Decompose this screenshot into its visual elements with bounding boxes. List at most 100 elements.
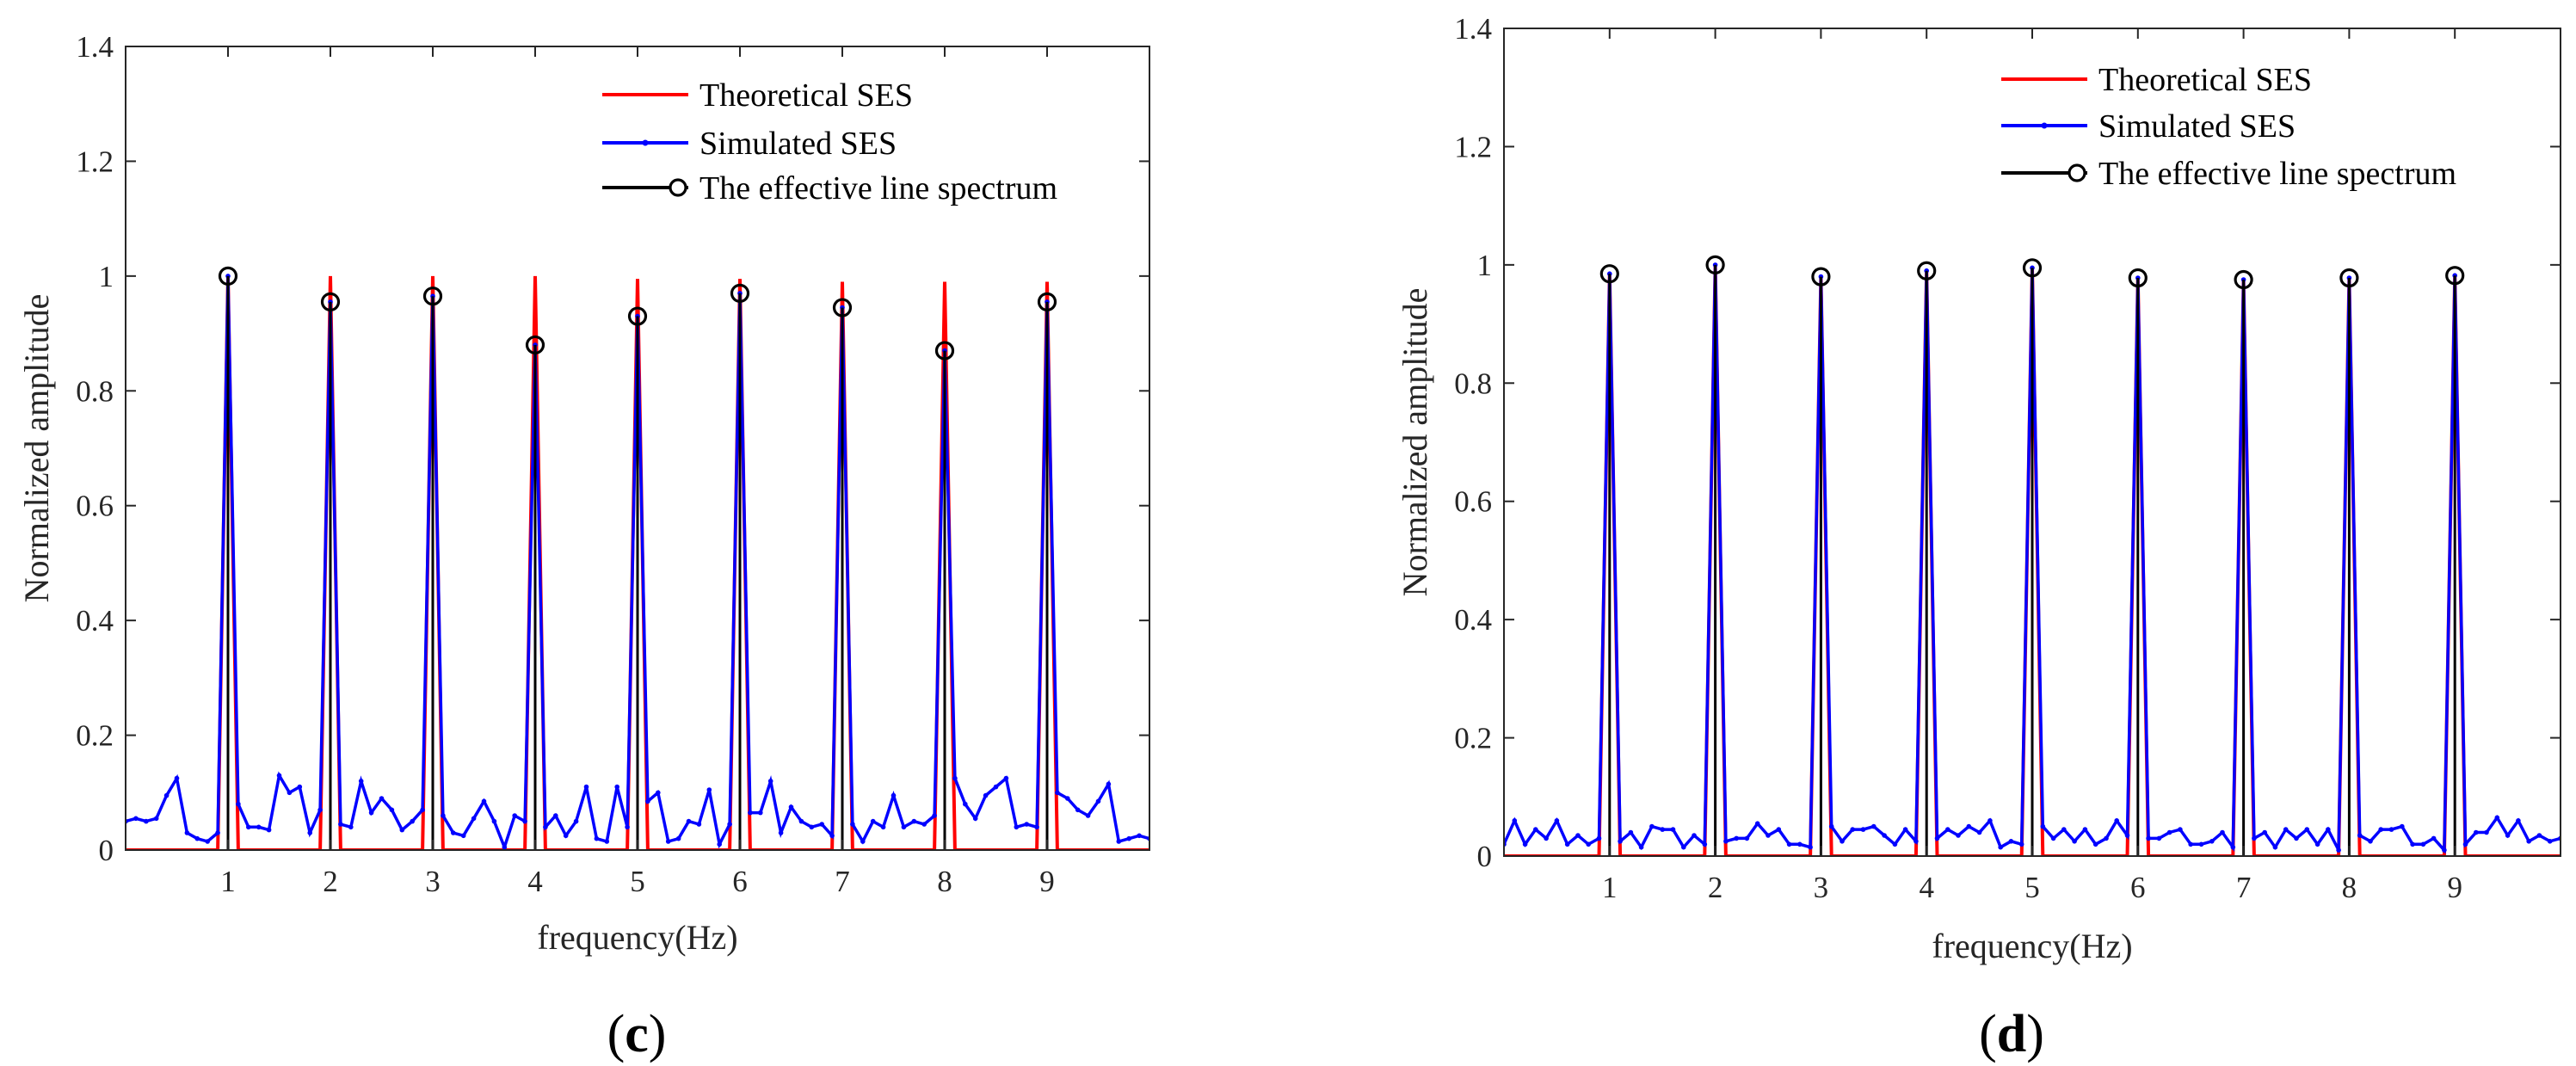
panel-d-simulated-ses-point bbox=[2092, 841, 2098, 847]
panel-d-stem-marker-6 bbox=[2128, 268, 2148, 288]
panel-c-simulated-ses-point bbox=[1106, 781, 1112, 787]
panel-c-simulated-ses-point bbox=[1137, 833, 1142, 839]
panel-c-simulated-ses-point bbox=[307, 830, 313, 835]
panel-d-simulated-ses-point bbox=[2166, 829, 2172, 835]
panel-c-simulated-ses-point bbox=[236, 801, 241, 807]
panel-d-simulated-ses-point bbox=[1586, 841, 1591, 847]
panel-d-simulated-ses-point bbox=[1797, 841, 1803, 847]
panel-d-simulated-ses-point bbox=[2378, 827, 2383, 832]
panel-c-simulated-ses-point bbox=[819, 822, 824, 827]
panel-c-stem-marker-7 bbox=[832, 298, 853, 317]
panel-c-simulated-ses-point bbox=[144, 818, 149, 824]
panel-d-simulated-ses-point bbox=[1649, 823, 1655, 829]
panel-d-simulated-ses-point bbox=[1638, 844, 1644, 850]
panel-c-legend-label-3: The effective line spectrum bbox=[699, 170, 1057, 206]
panel-c-simulated-ses-point bbox=[675, 835, 681, 841]
panel-c-simulated-ses-point bbox=[583, 784, 589, 790]
panel-d-simulated-ses-point bbox=[1808, 844, 1813, 850]
panel-d-simulated-ses-point bbox=[2008, 839, 2014, 844]
panel-c-y-tick-label: 0.2 bbox=[76, 719, 114, 753]
panel-c-simulated-ses-point bbox=[880, 824, 886, 830]
panel-d-simulated-ses-point bbox=[1702, 841, 1708, 847]
panel-c-simulated-ses-point bbox=[972, 816, 978, 822]
panel-c-simulated-ses-point bbox=[604, 839, 610, 844]
panel-d-simulated-ses-point bbox=[2326, 827, 2331, 832]
panel-d-simulated-ses-point bbox=[1966, 823, 1972, 829]
panel-d-simulated-ses-point bbox=[1956, 833, 1961, 838]
panel-c-simulated-ses-point bbox=[983, 792, 989, 798]
panel-c-stem-marker-5 bbox=[627, 306, 648, 326]
panel-d-simulated-ses-point bbox=[2462, 841, 2468, 847]
panel-c-simulated-ses-point bbox=[153, 816, 159, 822]
panel-c-simulated-ses-point bbox=[184, 830, 190, 835]
panel-c-simulated-ses-point bbox=[317, 807, 323, 813]
panel-d-simulated-ses-point bbox=[1934, 835, 1940, 841]
panel-d-stem-marker-1 bbox=[1599, 264, 1619, 284]
panel-d-simulated-ses-point bbox=[2400, 823, 2405, 829]
panel-d-simulated-ses-point bbox=[2536, 833, 2542, 838]
panel-d-stem-marker-2 bbox=[1705, 255, 1725, 274]
panel-d-simulated-ses-point bbox=[2220, 829, 2225, 835]
panel-d-simulated-ses-point bbox=[2072, 839, 2077, 844]
panel-c-series-simulated-ses bbox=[126, 274, 1149, 850]
panel-d-y-tick-label: 1.4 bbox=[1454, 12, 1492, 46]
panel-d-simulated-ses-point bbox=[1998, 844, 2003, 850]
panel-c-simulated-ses-point bbox=[256, 824, 262, 830]
panel-c-y-axis-label: Normalized amplitude bbox=[17, 294, 56, 603]
panel-d-simulated-ses-point bbox=[2018, 841, 2024, 847]
panel-c-simulated-ses-point bbox=[287, 790, 293, 796]
panel-c-simulated-ses-point bbox=[163, 792, 169, 798]
panel-d-simulated-ses-point bbox=[1744, 835, 1750, 841]
panel-d: 0 0.2 0.4 0.6 0.8 1 1.2 1.4 1 2 3 4 5 6 7 8 9 frequency(H… bbox=[1396, 12, 2561, 1063]
panel-c-simulated-ses-point bbox=[205, 839, 210, 844]
panel-d-x-tick-label: 6 bbox=[2130, 871, 2146, 904]
panel-d-simulated-ses-point bbox=[1723, 839, 1729, 844]
panel-c-x-tick-label: 3 bbox=[425, 865, 441, 898]
panel-c-x-tick-label: 8 bbox=[937, 865, 952, 898]
panel-d-x-tick-label: 7 bbox=[2236, 871, 2252, 904]
panel-c-simulated-ses-point bbox=[921, 822, 927, 827]
panel-d-simulated-ses-point bbox=[1892, 841, 1898, 847]
panel-d-simulated-ses-point bbox=[2198, 841, 2204, 847]
panel-d-stem-marker-7 bbox=[2234, 269, 2253, 290]
panel-d-simulated-ses-point bbox=[2484, 829, 2489, 835]
panel-c-simulated-ses-point bbox=[767, 779, 773, 784]
panel-c-simulated-ses-point bbox=[850, 822, 855, 827]
panel-c-simulated-ses-point bbox=[727, 822, 732, 827]
panel-c-stem-marker-3 bbox=[422, 287, 443, 306]
panel-d-simulated-ses-point bbox=[2082, 827, 2088, 832]
panel-d-legend-swatch-marker bbox=[2068, 163, 2086, 182]
panel-c-simulated-ses-point bbox=[696, 822, 702, 827]
panel-d-simulated-ses-point bbox=[2294, 835, 2299, 841]
panel-d-simulated-ses-point bbox=[1692, 833, 1697, 838]
panel-c-y-tick-label: 1 bbox=[99, 260, 114, 293]
panel-d-simulated-ses-point bbox=[1914, 839, 1919, 844]
panel-d-simulated-ses-point bbox=[1871, 823, 1877, 829]
panel-d-x-tick-label: 9 bbox=[2447, 871, 2462, 904]
panel-c-simulated-ses-point bbox=[563, 833, 569, 839]
panel-c-x-axis-label: frequency(Hz) bbox=[537, 918, 737, 957]
panel-d-simulated-ses-point bbox=[2209, 839, 2215, 844]
panel-c-simulated-ses-point bbox=[460, 833, 466, 839]
panel-d-simulated-ses-point bbox=[2547, 839, 2553, 844]
panel-d-simulated-ses-point bbox=[2388, 827, 2394, 832]
panel-c-x-tick-label: 9 bbox=[1039, 865, 1055, 898]
panel-d-simulated-ses-point bbox=[1766, 833, 1771, 838]
panel-d-legend-swatch-dot bbox=[2041, 122, 2048, 129]
panel-c-y-tick-label: 0.4 bbox=[76, 604, 114, 638]
panel-d-y-tick-label: 0.8 bbox=[1454, 367, 1492, 400]
panel-d-simulated-ses-point bbox=[2314, 841, 2320, 847]
panel-c-simulated-ses-point bbox=[758, 810, 763, 816]
panel-c-simulated-ses-point bbox=[1055, 790, 1060, 796]
panel-c-simulated-ses-point bbox=[870, 818, 876, 824]
panel-c-simulated-ses-point bbox=[932, 813, 937, 818]
panel-d-simulated-ses-point bbox=[2114, 818, 2119, 823]
panel-d-x-tick-label: 4 bbox=[1919, 871, 1934, 904]
panel-d-simulated-ses-point bbox=[1754, 821, 1760, 826]
panel-d-y-axis-label: Normalized amplitude bbox=[1396, 288, 1434, 597]
panel-d-y-tick-label: 0.6 bbox=[1454, 485, 1492, 519]
panel-c-simulated-ses-point bbox=[860, 839, 866, 844]
panel-d-y-tick-label: 0 bbox=[1477, 840, 1493, 873]
panel-c-simulated-ses-point bbox=[1095, 798, 1101, 804]
panel-d-simulated-ses-point bbox=[2156, 835, 2162, 841]
